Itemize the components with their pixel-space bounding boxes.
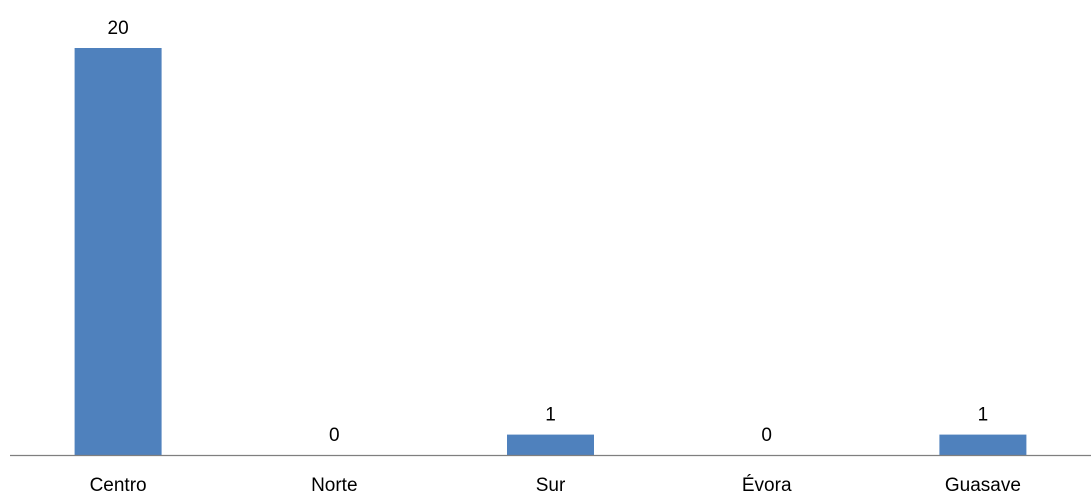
x-tick-label-sur: Sur xyxy=(536,475,566,496)
data-label-norte: 0 xyxy=(329,425,340,446)
bars-layer xyxy=(74,48,1027,455)
data-label-sur: 1 xyxy=(545,405,556,426)
bar-guasave xyxy=(939,434,1027,455)
bar-centro xyxy=(74,48,162,455)
data-labels-layer: 20 0 1 0 1 xyxy=(108,18,989,446)
x-tick-label-évora: Évora xyxy=(742,475,792,496)
data-label-guasave: 1 xyxy=(978,405,989,426)
data-label-évora: 0 xyxy=(761,425,772,446)
x-tick-label-guasave: Guasave xyxy=(945,475,1021,496)
x-tick-label-norte: Norte xyxy=(311,475,357,496)
x-tick-label-centro: Centro xyxy=(90,475,147,496)
bar-sur xyxy=(507,434,594,455)
data-label-centro: 20 xyxy=(108,18,129,39)
x-tick-labels-layer: Centro Norte Sur Évora Guasave xyxy=(90,475,1021,496)
